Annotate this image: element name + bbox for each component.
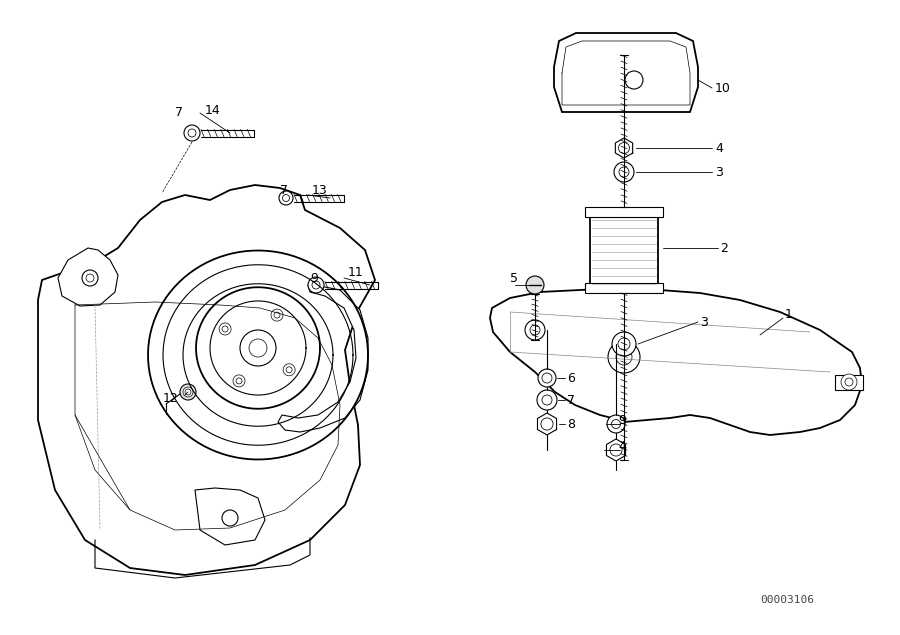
Text: 9: 9 [618,413,626,427]
Circle shape [312,281,320,289]
Circle shape [619,167,629,177]
Text: 11: 11 [348,265,364,279]
Circle shape [86,274,94,282]
Text: 12: 12 [163,392,179,404]
Circle shape [283,194,290,201]
Circle shape [618,142,629,154]
Text: 3: 3 [700,316,708,328]
Text: 7: 7 [567,394,575,406]
Polygon shape [195,488,265,545]
Text: 7: 7 [280,184,288,196]
Circle shape [616,349,632,365]
Circle shape [841,374,857,390]
Circle shape [538,369,556,387]
Text: 14: 14 [205,104,220,116]
Text: 9: 9 [310,272,318,284]
Polygon shape [554,33,698,112]
Circle shape [526,276,544,294]
Circle shape [537,390,557,410]
Text: 8: 8 [567,417,575,431]
Circle shape [183,387,193,397]
Circle shape [308,277,324,293]
Circle shape [618,338,630,350]
Text: 6: 6 [567,371,575,385]
Circle shape [222,326,228,332]
Circle shape [612,332,636,356]
Polygon shape [278,285,368,432]
Circle shape [525,320,545,340]
Bar [590,215,658,285]
Circle shape [184,125,200,141]
Text: 00003106: 00003106 [760,595,814,605]
Circle shape [845,378,853,386]
Circle shape [542,373,552,383]
Circle shape [236,378,242,384]
Circle shape [271,309,283,321]
Circle shape [233,375,245,387]
Bar [585,207,663,217]
Circle shape [188,129,196,137]
Circle shape [274,312,280,318]
Bar [835,375,863,390]
Circle shape [625,71,643,89]
Circle shape [607,415,625,433]
Circle shape [286,367,292,373]
Text: 13: 13 [312,184,328,196]
Circle shape [284,364,295,376]
Polygon shape [58,248,118,306]
Circle shape [82,270,98,286]
Circle shape [219,323,231,335]
Circle shape [249,339,267,357]
Text: 1: 1 [785,309,793,321]
Circle shape [185,389,191,395]
Polygon shape [38,185,375,575]
Circle shape [530,325,540,335]
Text: 2: 2 [720,241,728,255]
Circle shape [542,395,552,405]
Bar [585,283,663,293]
Circle shape [222,510,238,526]
Circle shape [180,384,196,400]
Polygon shape [490,288,862,435]
Circle shape [541,418,553,430]
Circle shape [614,162,634,182]
Circle shape [240,330,276,366]
Text: 5: 5 [510,272,518,284]
Text: 4: 4 [618,441,626,453]
Text: 4: 4 [715,142,723,154]
Text: 7: 7 [175,107,183,119]
Circle shape [611,420,620,429]
Text: 10: 10 [715,81,731,95]
Text: 3: 3 [715,166,723,178]
Circle shape [610,444,622,456]
Circle shape [608,341,640,373]
Circle shape [279,191,293,205]
